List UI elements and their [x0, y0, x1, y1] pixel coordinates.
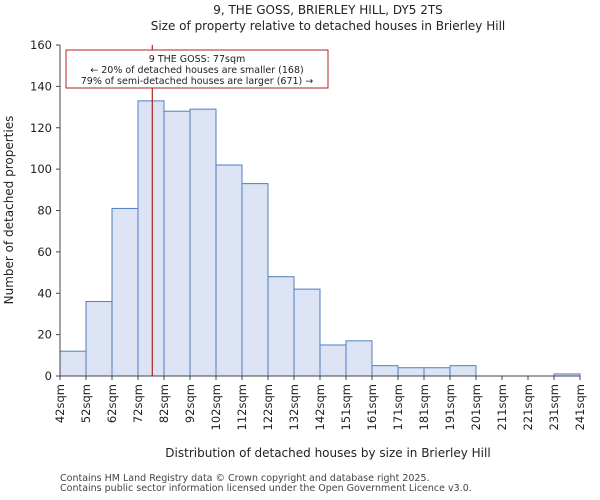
bar-161sqm	[371, 365, 399, 377]
y-tick-label-140: 140	[30, 79, 52, 93]
x-tick-label-102sqm: 102sqm	[209, 384, 223, 430]
y-tick-label-0: 0	[45, 369, 52, 383]
footer-licence: Contains public sector information licen…	[60, 483, 472, 494]
annotation-line-3: 79% of semi-detached houses are larger (…	[81, 76, 314, 87]
y-tick-label-160: 160	[30, 38, 52, 52]
bar-151sqm	[345, 340, 373, 377]
x-tick-label-191sqm: 191sqm	[443, 384, 457, 430]
x-tick-label-72sqm: 72sqm	[131, 384, 145, 423]
x-tick-label-231sqm: 231sqm	[547, 384, 561, 430]
x-tick-label-171sqm: 171sqm	[391, 384, 405, 430]
bar-132sqm	[293, 288, 321, 377]
x-tick-label-161sqm: 161sqm	[365, 384, 379, 430]
bar-191sqm	[449, 365, 477, 377]
x-tick-label-142sqm: 142sqm	[313, 384, 327, 430]
footer-copyright: Contains HM Land Registry data © Crown c…	[60, 473, 430, 484]
x-tick-label-211sqm: 211sqm	[495, 384, 509, 430]
x-tick-label-132sqm: 132sqm	[287, 384, 301, 430]
y-tick-label-20: 20	[37, 328, 52, 342]
bar-112sqm	[241, 183, 269, 377]
bar-82sqm	[163, 110, 191, 377]
annotation-line-1: 9 THE GOSS: 77sqm	[149, 54, 245, 65]
x-tick-label-82sqm: 82sqm	[157, 384, 171, 423]
chart-subtitle: Size of property relative to detached ho…	[151, 19, 506, 33]
marker-annotation: 9 THE GOSS: 77sqm ← 20% of detached hous…	[65, 49, 329, 89]
bar-171sqm	[397, 367, 425, 377]
y-tick-label-80: 80	[37, 204, 52, 218]
bar-92sqm	[189, 108, 217, 377]
x-tick-label-181sqm: 181sqm	[417, 384, 431, 430]
x-tick-label-92sqm: 92sqm	[183, 384, 197, 423]
bar-181sqm	[423, 367, 451, 377]
x-tick-label-62sqm: 62sqm	[105, 384, 119, 423]
y-tick-label-120: 120	[30, 121, 52, 135]
x-tick-label-201sqm: 201sqm	[469, 384, 483, 430]
y-tick-label-100: 100	[30, 162, 52, 176]
x-axis-title: Distribution of detached houses by size …	[165, 446, 490, 460]
annotation-line-2: ← 20% of detached houses are smaller (16…	[90, 65, 303, 76]
x-tick-label-112sqm: 112sqm	[235, 384, 249, 430]
bar-52sqm	[85, 301, 113, 377]
bar-62sqm	[111, 207, 139, 377]
x-tick-label-42sqm: 42sqm	[53, 384, 67, 423]
y-tick-label-40: 40	[37, 286, 52, 300]
y-tick-label-60: 60	[37, 245, 52, 259]
x-tick-label-52sqm: 52sqm	[79, 384, 93, 423]
bar-142sqm	[319, 344, 347, 377]
bar-72sqm	[137, 100, 165, 377]
bar-42sqm	[59, 350, 87, 377]
annotation-box	[65, 49, 329, 89]
y-axis-title: Number of detached properties	[2, 116, 16, 305]
x-tick-label-122sqm: 122sqm	[261, 384, 275, 430]
x-tick-label-221sqm: 221sqm	[521, 384, 535, 430]
bar-102sqm	[215, 164, 243, 377]
x-tick-label-241sqm: 241sqm	[573, 384, 587, 430]
x-tick-label-151sqm: 151sqm	[339, 384, 353, 430]
chart-title: 9, THE GOSS, BRIERLEY HILL, DY5 2TS	[213, 3, 443, 17]
bar-122sqm	[267, 276, 295, 377]
